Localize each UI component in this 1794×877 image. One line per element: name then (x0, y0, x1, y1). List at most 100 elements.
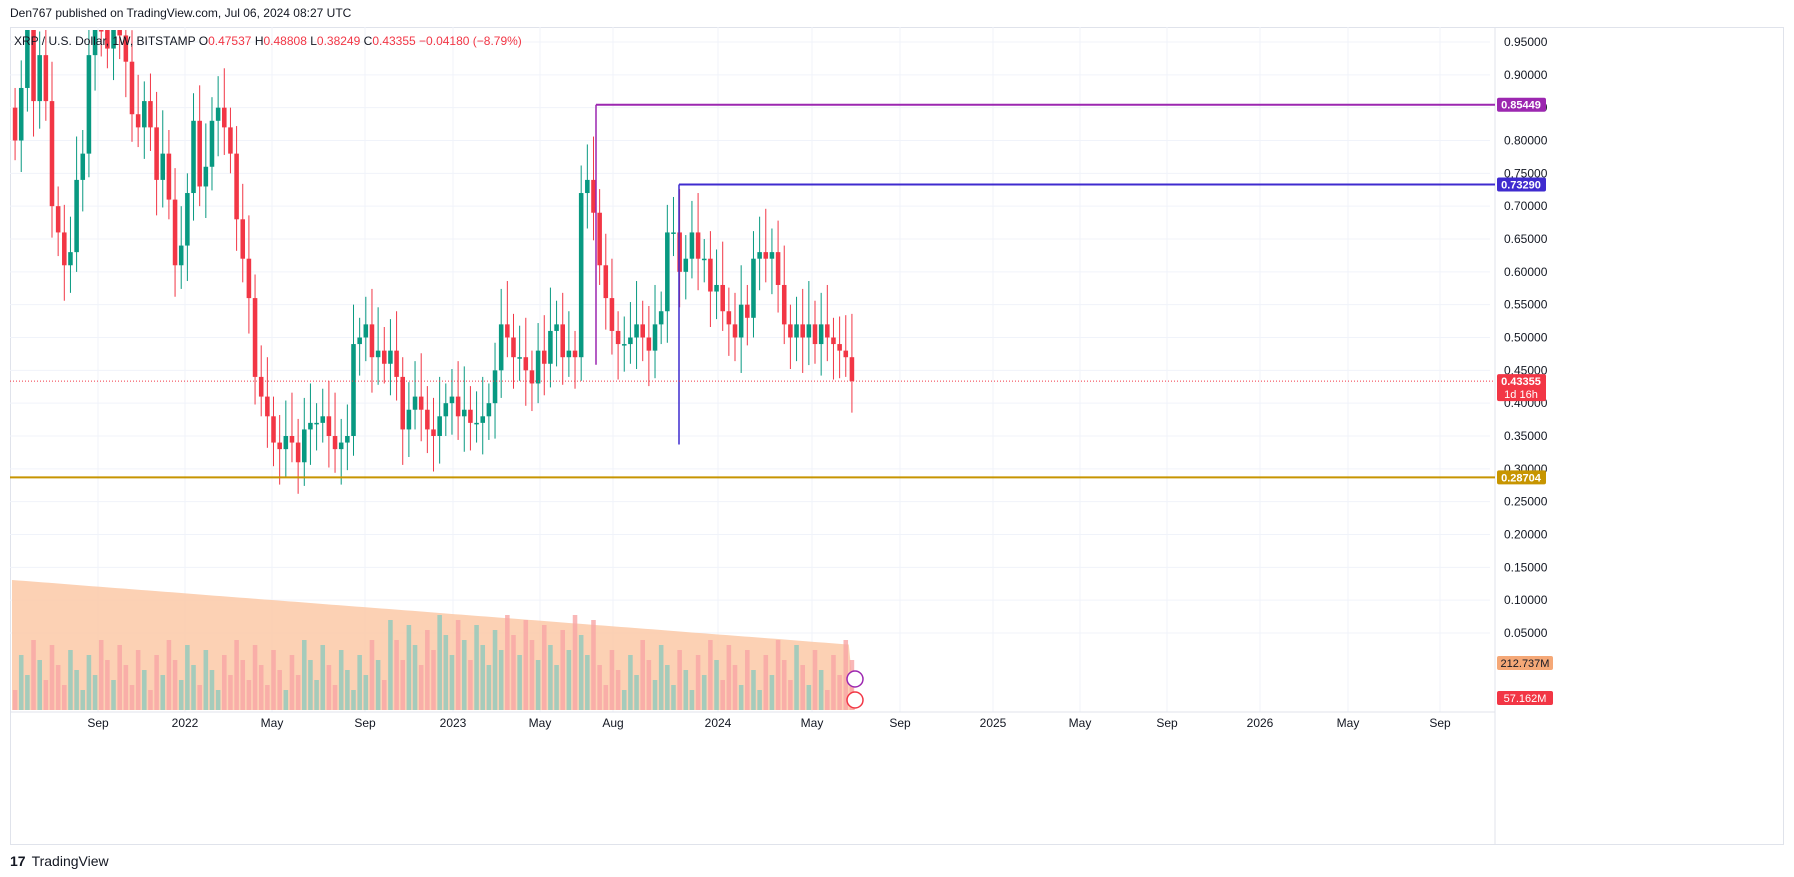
candle-body (671, 232, 676, 234)
candle-body (326, 416, 332, 436)
volume-bar (412, 645, 418, 710)
candle-body (351, 344, 356, 436)
candle-body (215, 107, 221, 121)
candle-body (800, 324, 805, 338)
volume-bar (98, 640, 104, 710)
candle-body (745, 304, 750, 318)
volume-bar (105, 660, 110, 710)
volume-bar (326, 665, 332, 710)
candle-body (246, 258, 252, 299)
candle-body (751, 258, 756, 318)
candle-body (455, 396, 461, 417)
candle-body (461, 409, 467, 417)
volume-last-badge (1497, 691, 1553, 705)
volume-bar (751, 670, 756, 710)
volume-bar (523, 620, 529, 710)
volume-bar (591, 620, 596, 710)
candle-body (554, 324, 559, 331)
candle-body (769, 252, 775, 259)
candle-body (185, 193, 190, 246)
candle-body (98, 30, 104, 32)
current-price-badge (1497, 374, 1546, 402)
volume-bar (714, 660, 719, 710)
candle-body (166, 153, 172, 200)
volume-bar (689, 690, 695, 710)
candle-body (831, 337, 836, 345)
candle-body (308, 422, 313, 430)
volume-bar (215, 690, 221, 710)
x-tick-label: May (801, 716, 824, 730)
candle-body (628, 337, 633, 345)
volume-bar (677, 650, 682, 710)
candle-body (252, 298, 258, 377)
volume-bar (720, 680, 725, 710)
volume-bar (135, 650, 141, 710)
x-tick-label: 2022 (172, 716, 199, 730)
y-tick-label: 0.65000 (1504, 232, 1548, 246)
volume-bar (295, 675, 301, 710)
candle-body (425, 409, 430, 430)
candle-body (271, 416, 276, 443)
candle-body (62, 232, 67, 266)
footer: 17 TradingView (10, 853, 109, 869)
candle-body (332, 436, 338, 450)
candle-body (812, 324, 818, 345)
volume-bar (86, 655, 92, 710)
legend-open: 0.47537 (208, 34, 252, 48)
volume-bar (129, 685, 135, 710)
legend-close-label: C (363, 34, 373, 48)
volume-bar (554, 665, 559, 710)
candle-body (117, 30, 122, 36)
candle-body (197, 120, 202, 187)
volume-bar (775, 640, 781, 710)
volume-bar (474, 625, 479, 710)
volume-bar (708, 640, 713, 710)
y-tick-label: 0.80000 (1504, 134, 1548, 148)
volume-bar (585, 655, 590, 710)
candle-body (129, 61, 135, 115)
current-price-label: 0.43355 (1501, 376, 1541, 388)
candle-body (431, 429, 436, 436)
volume-bar (302, 640, 307, 710)
candle-body (80, 153, 86, 180)
legend-change: −0.04180 (−8.79%) (419, 34, 522, 48)
candle-body (160, 153, 166, 180)
candle-body (634, 324, 639, 338)
volume-bar (603, 685, 609, 710)
candle-body (320, 416, 326, 423)
candle-body (714, 284, 719, 292)
volume-bar (400, 660, 406, 710)
candle-body (394, 350, 399, 377)
candle-body (74, 179, 79, 253)
candle-body (209, 120, 215, 167)
y-tick-label: 0.55000 (1504, 298, 1548, 312)
volume-bar (381, 680, 387, 710)
volume-bar (745, 650, 750, 710)
volume-bar (154, 655, 159, 710)
volume-bar (25, 675, 30, 710)
legend-low: 0.38249 (316, 34, 361, 48)
volume-bar (683, 670, 689, 710)
volume-bar (621, 690, 627, 710)
candle-body (12, 107, 18, 141)
lightning-event-icon (846, 670, 864, 688)
volume-last-label: 57.162M (1504, 693, 1547, 705)
volume-bar (12, 690, 18, 710)
candle-body (18, 87, 24, 141)
candle-body (775, 252, 781, 285)
publisher-line: Den767 published on TradingView.com, Jul… (10, 6, 352, 20)
level-badge-label: 0.28704 (1501, 472, 1542, 484)
candle-body (375, 350, 381, 358)
volume-bar (332, 685, 338, 710)
volume-bar (541, 625, 547, 710)
candle-body (228, 127, 233, 154)
candle-body (369, 324, 375, 358)
volume-bar (615, 670, 621, 710)
volume-bar (511, 635, 516, 710)
volume-bar (578, 635, 584, 710)
volume-bar (388, 620, 393, 710)
candle-body (258, 376, 264, 397)
x-tick-label: May (1337, 716, 1360, 730)
volume-bar (203, 650, 209, 710)
